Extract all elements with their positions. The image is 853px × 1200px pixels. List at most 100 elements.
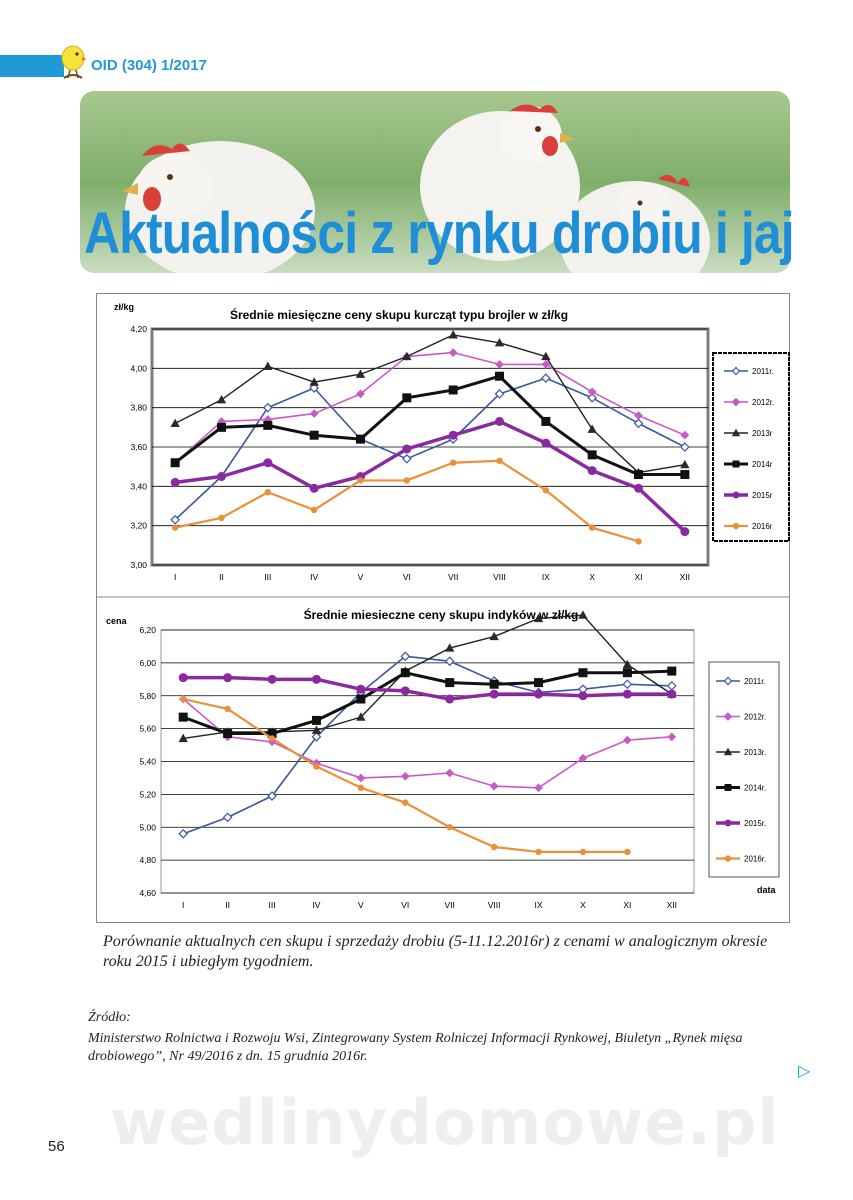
y-tick-label: 3,20 [130,521,147,531]
data-point-2014 [489,679,499,689]
x-tick-label: VI [403,572,411,582]
issue-label: OID (304) 1/2017 [91,57,207,74]
next-page-arrow-icon[interactable]: ▷ [798,1063,811,1080]
series-line-2014 [174,374,685,477]
data-point-2012 [587,387,597,397]
data-point-2011 [178,828,189,839]
data-point-2016 [542,487,550,494]
data-point-2016 [357,784,365,791]
data-point-2013 [311,725,322,734]
data-point-2015 [402,444,412,454]
legend-marker [731,366,741,376]
series-line-2013 [183,614,673,740]
x-axis-label: data [757,885,777,895]
data-point-2014 [622,668,632,678]
data-point-2011 [400,651,411,662]
source-text: Ministerstwo Rolnictwa i Rozwoju Wsi, Zi… [88,1031,743,1064]
x-tick-label: VII [445,900,455,910]
data-point-2011 [494,389,505,399]
data-point-2016 [403,477,411,484]
data-point-2012 [667,732,677,742]
data-point-2011 [311,731,322,742]
data-point-2011 [262,402,273,413]
legend-marker [732,460,740,468]
chart-title: Średnie miesieczne ceny skupu indyków w … [304,607,579,622]
y-tick-label: 3,80 [130,403,147,413]
y-tick-label: 6,20 [139,625,156,635]
legend-box [708,661,780,878]
legend-label: 2012r. [752,398,774,407]
y-tick-label: 4,60 [139,888,156,898]
series-line-2012 [182,698,672,789]
data-point-2014 [400,668,410,678]
data-point-2015 [267,674,277,684]
data-point-2014 [587,450,597,460]
legend: 2011r. 2012r. 2013r 2014r 2015r 2016r [724,366,774,531]
data-point-2013 [178,733,188,743]
legend-label: 2015r. [744,819,766,828]
data-point-2012 [680,430,690,440]
data-point-2015 [217,472,226,481]
x-tick-label: XI [634,572,642,582]
y-tick-label: 4,20 [130,324,147,334]
legend-label: 2013r. [744,748,766,757]
data-point-2012 [489,781,499,791]
data-point-2011 [679,442,690,452]
data-point-2015 [541,438,551,448]
data-point-2013 [402,351,412,361]
y-tick-label: 5,60 [139,724,156,734]
x-ticks: I II III IV V VI VII VIII IX X XI XII [182,900,677,910]
data-point-2015 [170,477,180,487]
data-point-2015 [178,673,188,683]
legend-marker [732,491,740,499]
data-point-2016 [313,763,320,770]
legend-marker [723,747,733,756]
data-point-2016 [496,457,503,464]
data-point-2012 [448,348,458,357]
data-point-2013 [263,361,273,370]
x-tick-label: IX [535,900,543,910]
y-axis-label: zł/kg [114,302,134,312]
data-point-2016 [588,524,596,531]
x-tick-label: X [580,900,586,910]
legend-label: 2013r [752,429,773,438]
charts-area: zł/kg Średnie miesięczne ceny skupu kurc… [96,302,790,910]
data-point-2011 [540,373,551,384]
x-tick-label: IX [542,572,550,582]
data-point-2012 [623,735,632,745]
x-tick-label: I [174,572,176,582]
data-point-2016 [264,489,272,496]
data-point-2011 [587,392,598,403]
data-point-2012 [356,389,365,399]
series-line-2012 [174,351,686,464]
charts-frame [96,293,790,923]
x-tick-label: VI [401,900,409,910]
data-point-2013 [445,643,455,652]
data-point-2014 [223,729,233,739]
y-tick-label: 3,40 [130,481,147,491]
data-point-2011 [222,812,233,823]
y-tick-label: 3,00 [130,560,147,570]
legend-marker [724,784,732,791]
x-tick-label: V [358,900,364,910]
data-point-2013 [533,613,544,623]
data-point-2014 [267,729,277,739]
data-point-2014 [356,434,365,444]
y-tick-label: 4,00 [130,363,147,373]
data-point-2016 [180,695,187,703]
data-point-2015 [534,689,544,699]
data-point-2012 [578,753,588,763]
data-point-2011 [401,453,412,464]
data-point-2011 [267,791,277,801]
data-point-2015 [356,684,366,694]
data-point-2016 [490,843,498,851]
data-point-2013 [587,424,597,433]
data-point-2011 [633,418,644,429]
data-point-2012 [400,771,410,781]
data-point-2013 [680,459,690,469]
data-point-2011 [622,679,633,690]
y-tick-label: 5,00 [139,822,156,832]
data-point-2015 [400,686,410,696]
turkey-price-chart: cena Średnie miesieczne ceny skupu indyk… [106,607,780,910]
legend-marker [724,819,732,827]
